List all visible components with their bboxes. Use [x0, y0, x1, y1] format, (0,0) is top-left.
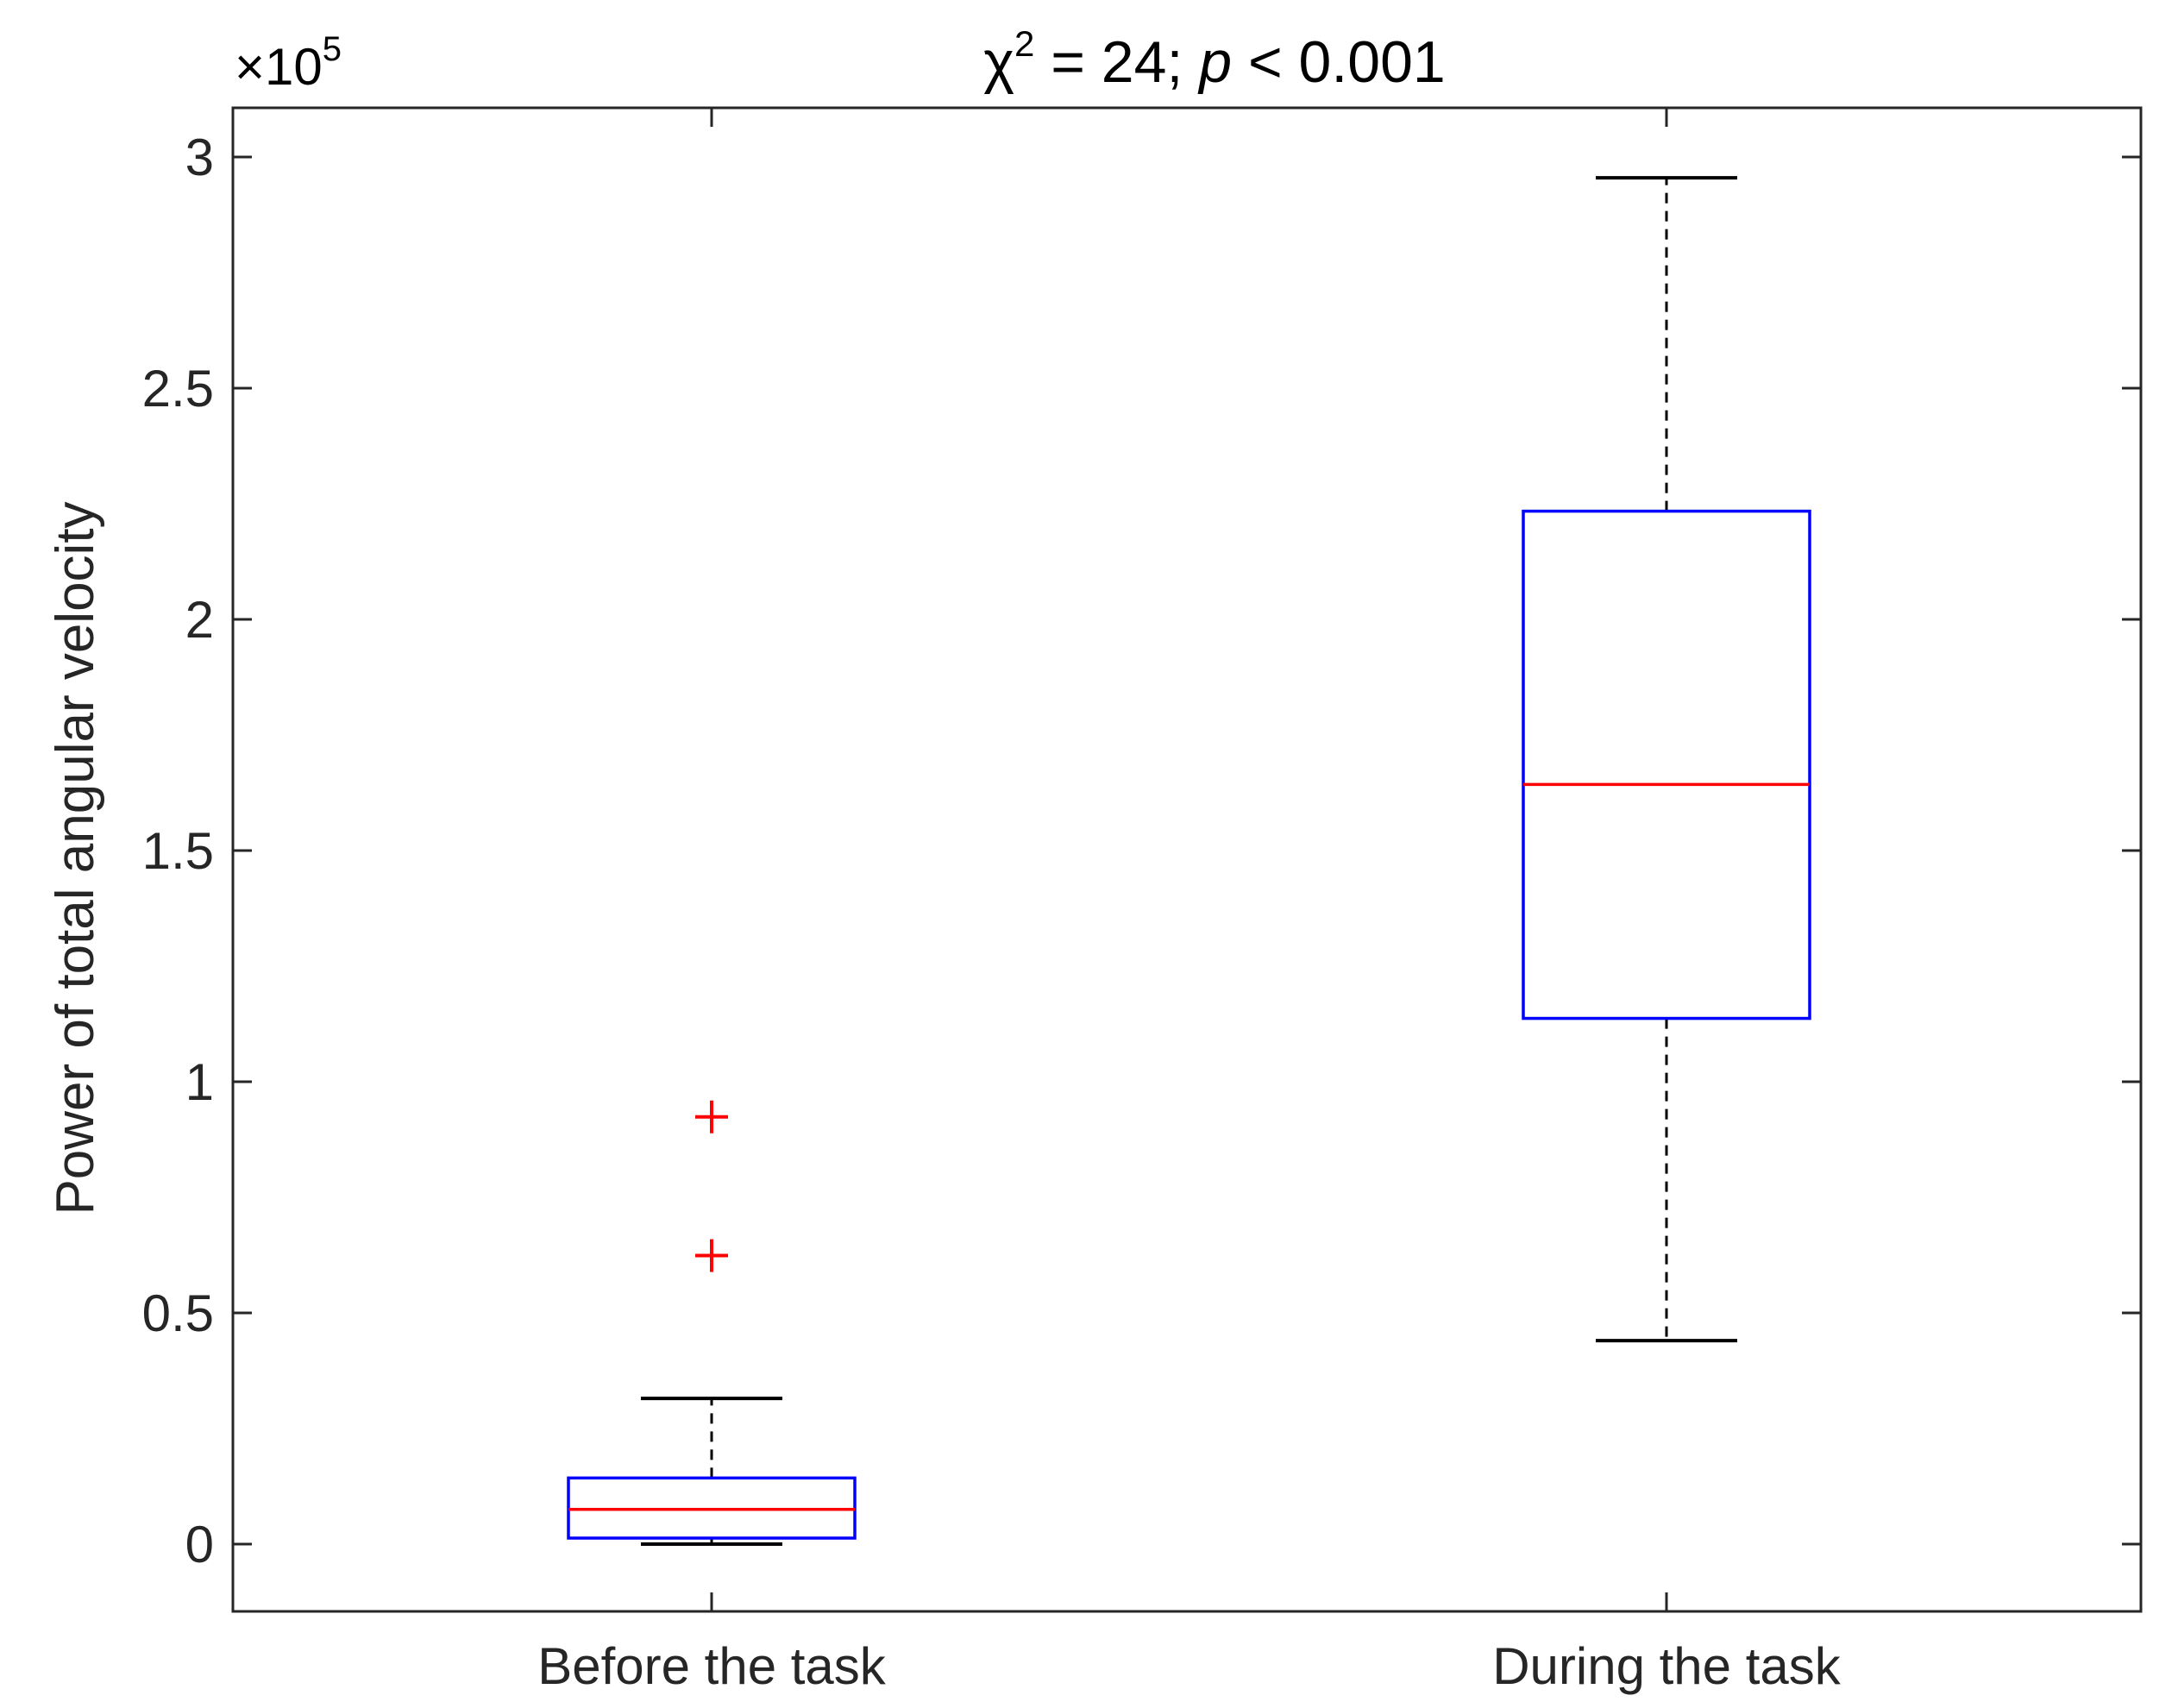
y-axis-label: Power of total angular velocity	[46, 501, 105, 1215]
y-tick-label: 2.5	[142, 360, 214, 418]
outlier-marker	[695, 1100, 728, 1133]
chart-title: χ2 = 24; p < 0.001	[983, 23, 1445, 95]
title-chi-superscript: 2	[1014, 23, 1034, 64]
y-tick-label: 3	[185, 129, 214, 186]
y-tick-label: 0	[185, 1516, 214, 1573]
title-tail: < 0.001	[1232, 29, 1446, 95]
outlier-marker	[695, 1239, 728, 1272]
y-tick-label: 2	[185, 591, 214, 649]
x-tick-label: Before the task	[537, 1637, 887, 1695]
multiplier-base: ×10	[235, 38, 323, 96]
multiplier-exponent: 5	[323, 30, 342, 68]
x-tick-label: During the task	[1492, 1637, 1842, 1695]
axes-frame	[231, 106, 2143, 1613]
title-p-italic: p	[1197, 29, 1232, 95]
plot-area: 0 0.5 1 1.5 2 2.5 3 Before the task During the t…	[142, 106, 2143, 1695]
title-chi-symbol: χ	[983, 29, 1014, 95]
y-tick-label: 1	[185, 1053, 214, 1111]
iqr-box	[1522, 509, 1811, 1020]
y-axis-multiplier: ×105	[235, 30, 342, 96]
y-tick-label: 1.5	[142, 822, 214, 880]
y-tick-label: 0.5	[142, 1284, 214, 1342]
title-middle: = 24;	[1034, 29, 1199, 95]
